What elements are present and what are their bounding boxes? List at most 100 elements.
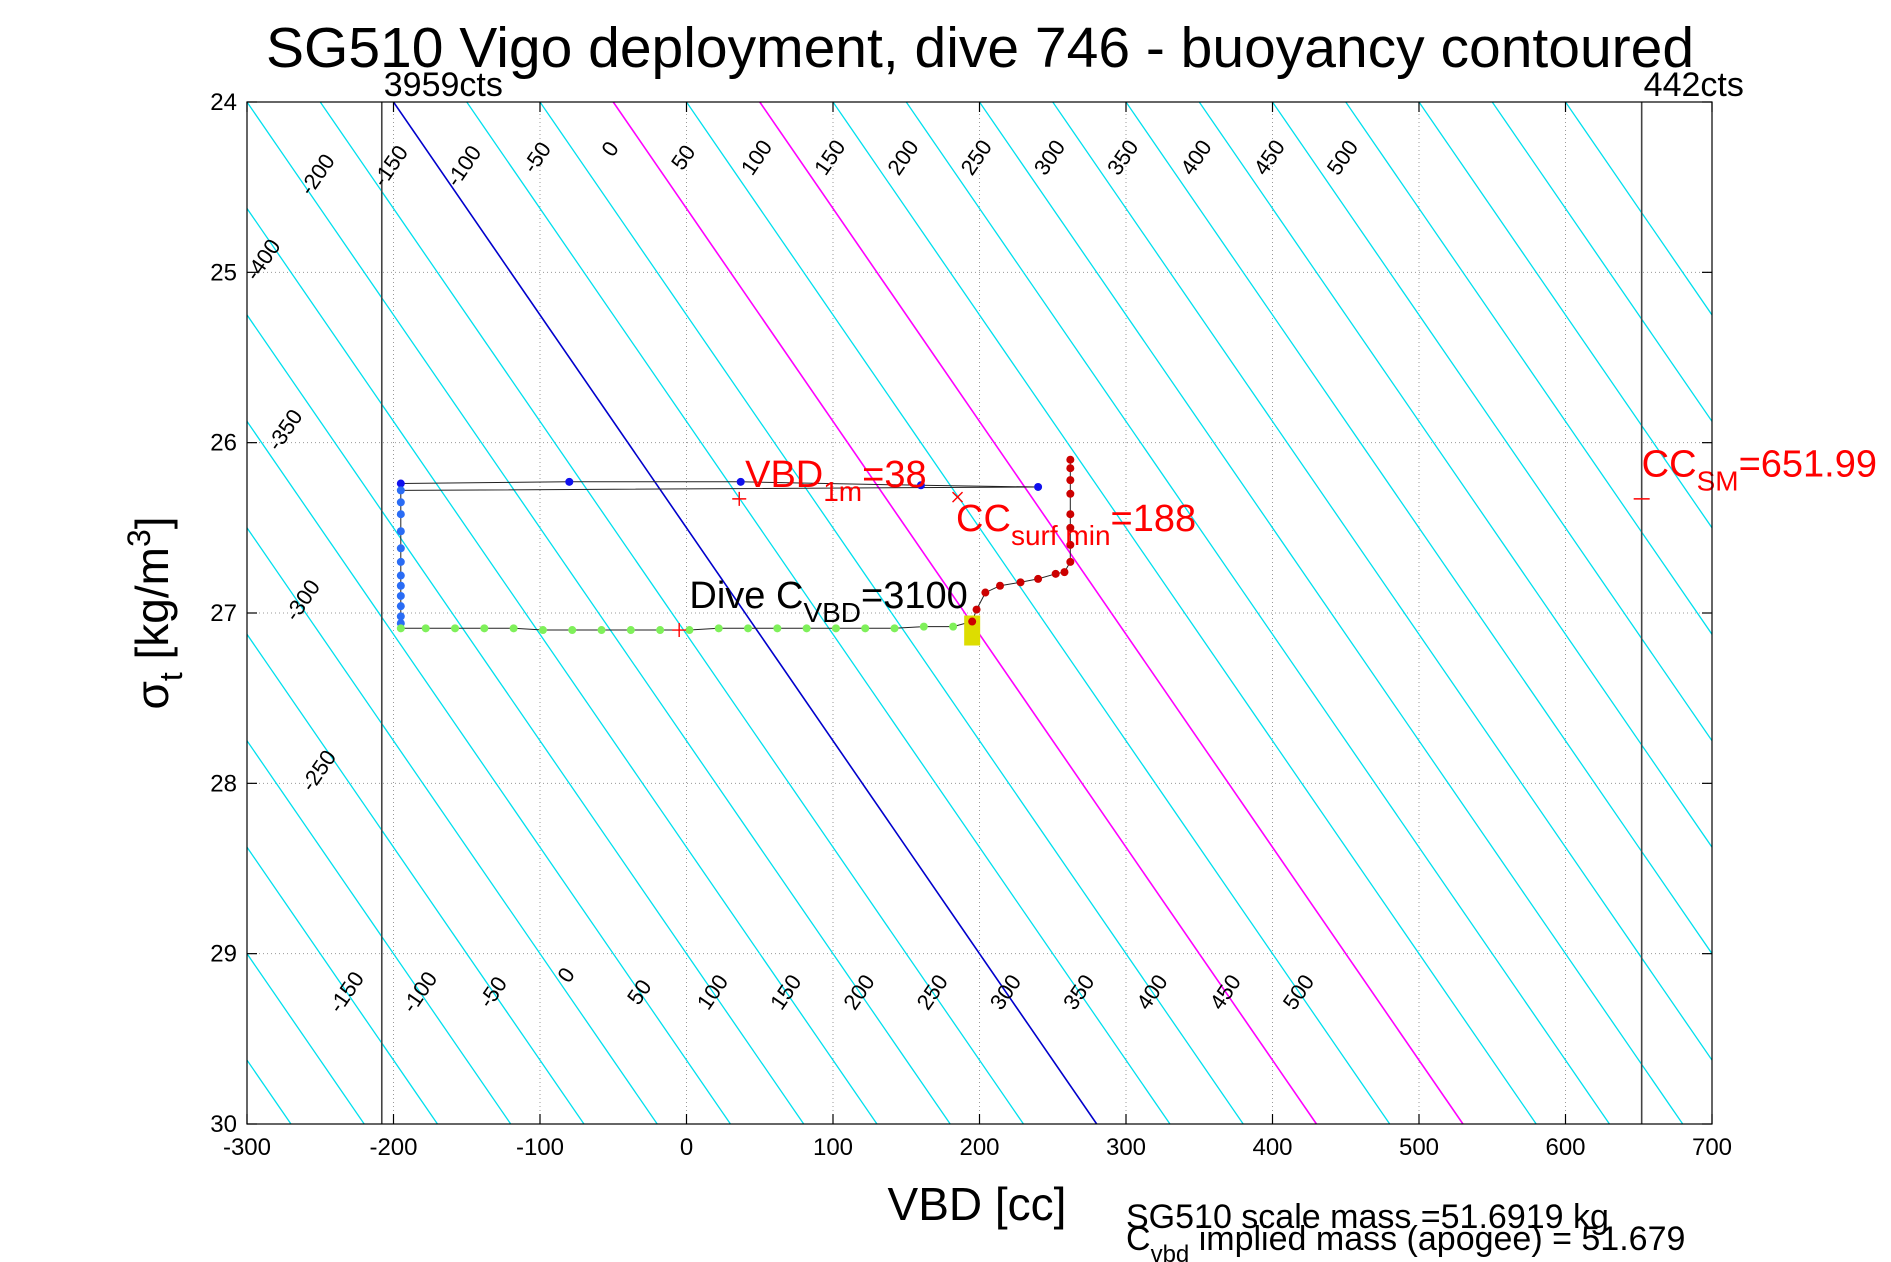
- x-tick-label: -200: [369, 1134, 417, 1161]
- contour-line: [978, 102, 1684, 1124]
- data-point: [1066, 464, 1075, 473]
- annotation-value: =651.99: [1739, 444, 1877, 486]
- data-point: [1066, 455, 1075, 464]
- data-point: [773, 624, 782, 633]
- x-tick-label: 300: [1106, 1134, 1146, 1161]
- annotation-sub: VBD: [803, 597, 861, 628]
- data-point: [396, 544, 405, 553]
- contour-line: [1418, 102, 1712, 529]
- y-tick-label: 29: [210, 941, 237, 968]
- data-point: [396, 591, 405, 600]
- data-point: [1066, 489, 1075, 498]
- annotation: CCsurf min=188: [956, 498, 1196, 551]
- y-label-base: σ: [126, 681, 178, 709]
- markers: [672, 491, 1650, 638]
- data-point: [744, 624, 753, 633]
- grid: [247, 102, 1712, 1124]
- data-point: [1016, 578, 1025, 587]
- y-tick-label: 28: [210, 770, 237, 797]
- contour-line-highlight: [392, 102, 1098, 1124]
- data-point: [861, 624, 870, 633]
- contour-line: [1198, 102, 1712, 849]
- contour-line: [539, 102, 1244, 1124]
- data-point: [396, 510, 405, 519]
- data-point: [685, 626, 694, 635]
- contour-line: [1345, 102, 1712, 636]
- contour-line: [247, 526, 658, 1124]
- data-point: [1066, 557, 1075, 566]
- data-point: [1066, 540, 1075, 549]
- data-point: [480, 624, 489, 633]
- contour-line: [247, 207, 878, 1124]
- data-point: [565, 477, 574, 486]
- y-label-close: ]: [126, 516, 178, 529]
- data-point: [968, 617, 977, 626]
- annotation: CCSM=651.99: [1642, 444, 1877, 497]
- data-point: [1051, 569, 1060, 578]
- contour-line: [1271, 102, 1712, 742]
- data-point: [656, 626, 665, 635]
- x-tick-label: 400: [1252, 1134, 1292, 1161]
- contour-line: [1052, 102, 1712, 1062]
- y-axis-label: σt [kg/m3]: [121, 516, 189, 709]
- data-point: [981, 588, 990, 597]
- data-point: [890, 624, 899, 633]
- contour-line: [832, 102, 1537, 1124]
- y-tick-label: 26: [210, 430, 237, 457]
- x-tick-label: 600: [1545, 1134, 1585, 1161]
- data-point: [949, 622, 958, 631]
- footer-implied-mass: Cvbd implied mass (apogee) = 51.679: [1126, 1220, 1685, 1262]
- plus-marker: [672, 623, 687, 638]
- annotation-value: =38: [862, 454, 926, 496]
- data-point: [626, 626, 635, 635]
- x-axis: -300 -200 -100 0 100 200 300 400 500 600 700: [223, 102, 1732, 1161]
- data-point: [597, 626, 606, 635]
- annotation-sub: SM: [1697, 466, 1739, 497]
- data-point: [396, 557, 405, 566]
- data-point: [396, 612, 405, 621]
- data-point: [451, 624, 460, 633]
- data-point: [396, 581, 405, 590]
- data-point: [538, 626, 547, 635]
- contour-line: [247, 633, 585, 1124]
- annotation-base: Dive C: [689, 575, 803, 617]
- y-axis: 24 25 26 27 28 29 30: [210, 89, 1712, 1138]
- footer-implied-text: implied mass (apogee) = 51.679: [1189, 1220, 1685, 1258]
- data-point: [396, 571, 405, 580]
- y-tick-label: 25: [210, 259, 237, 286]
- data-point: [1066, 510, 1075, 519]
- footer-c-sub: vbd: [1151, 1241, 1190, 1262]
- annotation-value: =188: [1111, 498, 1197, 540]
- vbd-limit-lines: 3959cts 442cts: [380, 66, 1744, 1124]
- data-point: [714, 624, 723, 633]
- contour-line: [247, 739, 512, 1124]
- annotation: Dive CVBD=3100: [689, 575, 967, 628]
- footer-scale-mass: SG510 scale mass =51.6919 kg: [1126, 1198, 1609, 1236]
- data-point: [802, 624, 811, 633]
- data-point: [1034, 482, 1043, 491]
- x-tick-label: 500: [1399, 1134, 1439, 1161]
- x-tick-label: 0: [680, 1134, 693, 1161]
- data-point: [568, 626, 577, 635]
- y-label-sub: t: [153, 672, 189, 681]
- contour-line: [247, 102, 951, 1124]
- data-point: [396, 527, 405, 536]
- y-tick-label: 24: [210, 89, 237, 116]
- data-point: [1034, 574, 1043, 583]
- contour-line: [319, 102, 1024, 1124]
- contour-line: [466, 102, 1171, 1124]
- data-point: [396, 602, 405, 611]
- data-point: [919, 622, 928, 631]
- y-label-unit: [kg/m: [126, 547, 178, 672]
- data-point: [831, 624, 840, 633]
- annotation-base: VBD: [745, 454, 823, 496]
- footer-c: C: [1126, 1220, 1151, 1258]
- chart-title: SG510 Vigo deployment, dive 746 - buoyan…: [266, 16, 1694, 80]
- data-point: [396, 498, 405, 507]
- data-point: [736, 477, 745, 486]
- x-axis-label: VBD [cc]: [888, 1178, 1067, 1230]
- x-tick-label: 200: [959, 1134, 999, 1161]
